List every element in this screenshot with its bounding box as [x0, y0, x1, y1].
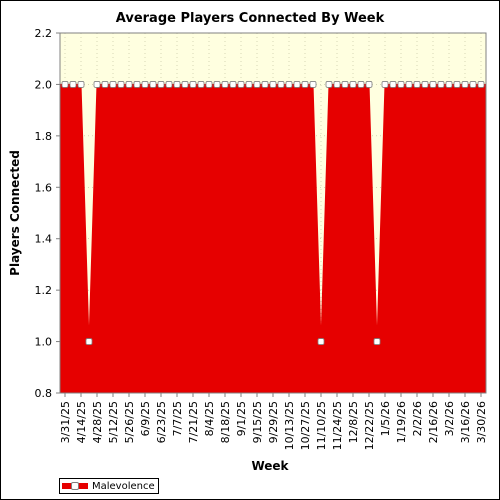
- x-tick-label-18: 12/8/25: [347, 401, 360, 443]
- y-tick-label-1: 1.0: [35, 336, 53, 349]
- data-point-19: [213, 81, 221, 88]
- data-point-41: [389, 81, 397, 88]
- y-tick-label-3: 1.4: [35, 233, 53, 246]
- data-point-14: [173, 81, 181, 88]
- x-tick-label-7: 7/7/25: [171, 401, 184, 436]
- data-point-40: [381, 81, 389, 88]
- x-tick-label-14: 10/13/25: [283, 401, 296, 450]
- y-axis-label: Players Connected: [8, 150, 22, 276]
- x-tick-label-10: 8/18/25: [219, 401, 232, 443]
- x-tick-label-0: 3/31/25: [59, 401, 72, 443]
- y-tick-label-4: 1.6: [35, 181, 53, 194]
- data-point-36: [349, 81, 357, 88]
- data-point-2: [77, 81, 85, 88]
- data-point-50: [461, 81, 469, 88]
- x-tick-label-25: 3/16/26: [459, 401, 472, 443]
- x-tick-label-8: 7/21/25: [187, 401, 200, 443]
- data-point-10: [141, 81, 149, 88]
- x-tick-label-9: 8/4/25: [203, 401, 216, 436]
- x-tick-label-4: 5/26/25: [123, 401, 136, 443]
- legend-swatch-malevolence: [62, 482, 88, 490]
- data-point-15: [181, 81, 189, 88]
- x-tick-label-12: 9/15/25: [251, 401, 264, 443]
- x-tick-label-20: 1/5/26: [379, 401, 392, 436]
- data-point-11: [149, 81, 157, 88]
- data-point-16: [189, 81, 197, 88]
- data-point-3: [85, 338, 93, 345]
- data-point-42: [397, 81, 405, 88]
- data-point-46: [429, 81, 437, 88]
- y-tick-label-7: 2.2: [35, 27, 53, 40]
- x-tick-label-11: 9/1/25: [235, 401, 248, 436]
- data-point-35: [341, 81, 349, 88]
- data-point-30: [301, 81, 309, 88]
- x-tick-label-15: 10/27/25: [299, 401, 312, 450]
- data-point-21: [229, 81, 237, 88]
- x-tick-label-24: 3/2/26: [443, 401, 456, 436]
- data-point-48: [445, 81, 453, 88]
- chart-title: Average Players Connected By Week: [116, 11, 385, 26]
- data-point-23: [245, 81, 253, 88]
- data-point-6: [109, 81, 117, 88]
- x-tick-label-5: 6/9/25: [139, 401, 152, 436]
- data-point-49: [453, 81, 461, 88]
- data-point-31: [309, 81, 317, 88]
- data-point-39: [373, 338, 381, 345]
- x-tick-label-6: 6/23/25: [155, 401, 168, 443]
- data-point-28: [285, 81, 293, 88]
- data-point-47: [437, 81, 445, 88]
- data-point-8: [125, 81, 133, 88]
- data-point-52: [477, 81, 485, 88]
- legend: Malevolence: [59, 478, 159, 494]
- x-tick-label-23: 2/16/26: [427, 401, 440, 443]
- legend-label-malevolence: Malevolence: [92, 480, 155, 492]
- y-tick-label-5: 1.8: [35, 130, 53, 143]
- data-point-37: [357, 81, 365, 88]
- data-point-4: [93, 81, 101, 88]
- data-point-22: [237, 81, 245, 88]
- data-point-13: [165, 81, 173, 88]
- data-point-5: [101, 81, 109, 88]
- x-tick-label-2: 4/28/25: [91, 401, 104, 443]
- data-point-12: [157, 81, 165, 88]
- x-tick-label-16: 11/10/25: [315, 401, 328, 450]
- y-tick-label-6: 2.0: [35, 78, 53, 91]
- data-point-44: [413, 81, 421, 88]
- data-point-18: [205, 81, 213, 88]
- data-point-33: [325, 81, 333, 88]
- x-tick-label-26: 3/30/26: [475, 401, 488, 443]
- data-point-0: [61, 81, 69, 88]
- data-point-7: [117, 81, 125, 88]
- data-point-9: [133, 81, 141, 88]
- x-tick-label-3: 5/12/25: [107, 401, 120, 443]
- x-tick-label-21: 1/19/26: [395, 401, 408, 443]
- data-point-38: [365, 81, 373, 88]
- data-point-20: [221, 81, 229, 88]
- x-tick-label-1: 4/14/25: [75, 401, 88, 443]
- data-point-45: [421, 81, 429, 88]
- x-tick-label-17: 11/24/25: [331, 401, 344, 450]
- data-point-32: [317, 338, 325, 345]
- data-point-29: [293, 81, 301, 88]
- y-tick-label-0: 0.8: [35, 387, 53, 400]
- series-area-malevolence: [59, 83, 487, 394]
- x-tick-label-22: 2/2/26: [411, 401, 424, 436]
- data-point-43: [405, 81, 413, 88]
- x-tick-label-19: 12/22/25: [363, 401, 376, 450]
- y-tick-label-2: 1.2: [35, 284, 53, 297]
- x-tick-label-13: 9/29/25: [267, 401, 280, 443]
- x-axis-label: Week: [251, 459, 289, 473]
- data-point-34: [333, 81, 341, 88]
- data-point-51: [469, 81, 477, 88]
- data-point-24: [253, 81, 261, 88]
- data-point-25: [261, 81, 269, 88]
- data-point-27: [277, 81, 285, 88]
- data-point-1: [69, 81, 77, 88]
- data-point-17: [197, 81, 205, 88]
- data-point-26: [269, 81, 277, 88]
